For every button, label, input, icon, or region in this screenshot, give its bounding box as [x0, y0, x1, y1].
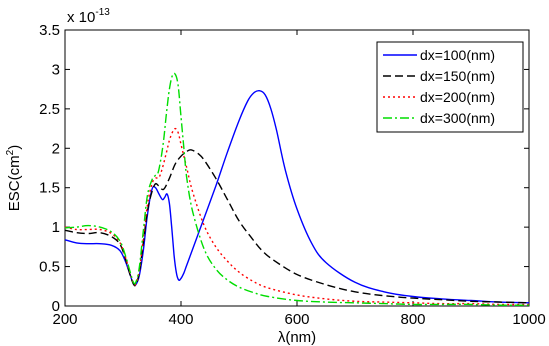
- y-tick-label: 1: [52, 219, 60, 236]
- legend-label: dx=100(nm): [420, 47, 495, 63]
- series-line: [64, 72, 530, 306]
- legend-label: dx=150(nm): [420, 68, 495, 84]
- x-tick-label: 600: [284, 311, 309, 328]
- x-tick-label: 1000: [512, 311, 545, 328]
- x-tick-label: 200: [52, 311, 77, 328]
- y-tick-label: 3: [52, 61, 60, 78]
- y-axis-label-sup: 2: [5, 149, 16, 155]
- series-line: [64, 149, 530, 304]
- series-lines: [64, 72, 530, 306]
- y-axis-label-base: ESC(cm: [6, 155, 23, 211]
- y-axis-multiplier: x 10-13: [67, 7, 110, 26]
- y-tick-label: 1.5: [39, 180, 60, 197]
- multiplier-exponent: -13: [95, 7, 110, 18]
- y-tick-label: 3.5: [39, 22, 60, 39]
- axis-ticks: [64, 29, 530, 307]
- y-axis-label-close: ): [6, 145, 23, 150]
- y-tick-label: 2.5: [39, 101, 60, 118]
- y-tick-label: 2: [52, 140, 60, 157]
- multiplier-base: x 10: [67, 9, 95, 26]
- y-tick-label: 0: [52, 298, 60, 315]
- legend-label: dx=300(nm): [420, 110, 495, 126]
- legend-label: dx=200(nm): [420, 89, 495, 105]
- y-tick-label: 0.5: [39, 259, 60, 276]
- tick-labels: 200 400 600 800 1000 0 0.5 1 1.5 2 2.5 3 3.5: [39, 22, 546, 328]
- legend-box: [376, 41, 524, 133]
- x-tick-label: 400: [168, 311, 193, 328]
- legend: dx=100(nm) dx=150(nm) dx=200(nm) dx=300(nm): [376, 41, 524, 133]
- x-axis-label: λ(nm): [278, 329, 316, 346]
- y-axis-label: ESC(cm2): [5, 145, 23, 211]
- x-tick-label: 800: [400, 311, 425, 328]
